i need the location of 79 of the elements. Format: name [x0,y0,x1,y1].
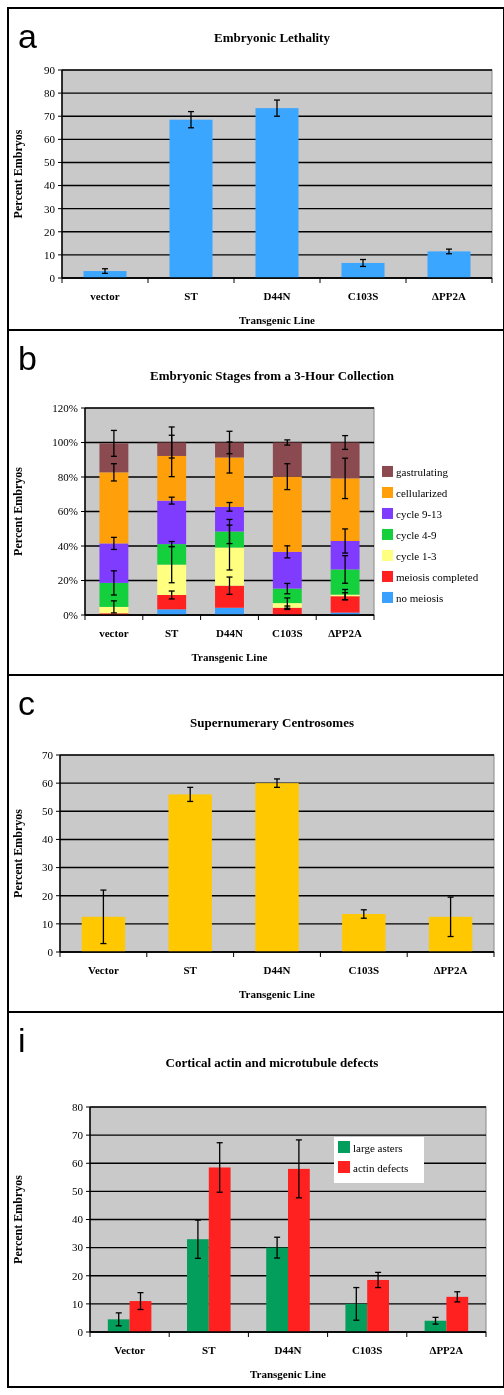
x-tick-label: ΔPP2A [328,627,363,639]
y-tick-label: 0 [47,945,54,958]
y-tick-label: 60% [57,505,78,518]
legend-label: cycle 9-13 [396,507,443,520]
legend-label: meiosis completed [396,570,479,583]
y-axis-title: Percent Embryos [11,1174,25,1264]
y-tick-label: 30 [72,1241,84,1254]
y-tick-label: 80 [72,1100,84,1113]
x-axis-title: Transgenic Line [250,1368,327,1380]
y-tick-label: 40 [44,179,56,192]
y-tick-label: 50 [72,1185,84,1198]
y-tick-label: 80 [44,86,56,99]
x-tick-label: ΔPP2A [433,964,468,976]
legend-label: gastrulating [396,465,449,478]
x-tick-label: C103S [347,290,379,302]
x-tick-label: C103S [348,964,380,976]
y-tick-label: 20% [57,574,78,587]
x-tick-label: Vector [88,964,119,976]
y-tick-label: 80% [57,470,78,483]
x-tick-label: Vector [114,1344,146,1356]
x-axis-title: Transgenic Line [239,314,316,326]
legend-label: large asters [353,1142,403,1154]
x-tick-label: D44N [274,1344,302,1356]
x-tick-label: ST [183,964,198,976]
y-tick-label: 0 [49,271,56,284]
y-tick-label: 40 [72,1213,84,1226]
y-tick-label: 40% [57,539,78,552]
y-tick-label: 50 [42,805,54,818]
y-tick-label: 20 [44,225,56,238]
x-tick-label: vector [90,290,120,302]
legend-label: cycle 1-3 [396,549,438,562]
legend-label: cycle 4-9 [396,528,438,541]
y-tick-label: 10 [44,248,56,261]
y-tick-label: 10 [42,917,54,930]
x-tick-label: ST [164,627,180,639]
y-tick-label: 0 [77,1325,84,1338]
y-tick-label: 70 [44,110,56,123]
y-tick-label: 20 [42,889,54,902]
y-tick-label: 90 [44,63,56,76]
legend-label: no meiosis [396,591,444,604]
y-tick-label: 70 [72,1128,84,1141]
y-tick-label: 10 [72,1297,84,1310]
legend-label: cellularized [396,486,448,499]
text: b [18,339,37,377]
y-axis-title: Percent Embryos [11,808,25,898]
y-axis-title: Percent Embryos [11,466,25,556]
y-tick-label: 20 [72,1269,84,1282]
x-axis-title: Transgenic Line [239,988,316,1000]
y-tick-label: 70 [42,748,54,761]
y-tick-label: 60 [44,133,56,146]
x-tick-label: vector [99,627,129,639]
y-tick-label: 120% [52,401,78,414]
x-tick-label: C103S [272,627,303,639]
text: a [18,17,37,55]
chart-title: Embryonic Stages from a 3-Hour Collection [150,368,395,383]
y-axis-title: Percent Embryos [11,129,25,219]
y-tick-label: 50 [44,156,56,169]
x-tick-label: C103S [351,1344,383,1356]
x-tick-label: ST [184,290,199,302]
x-tick-label: D44N [216,627,243,639]
x-axis-title: Transgenic Line [191,651,268,663]
y-tick-label: 60 [72,1157,84,1170]
chart-title: Embryonic Lethality [214,30,331,45]
x-tick-label: D44N [263,964,291,976]
y-tick-label: 40 [42,833,54,846]
chart-title: Supernumerary Centrosomes [189,715,355,730]
chart-title: Cortical actin and microtubule defects [165,1055,379,1070]
x-tick-label: D44N [263,290,291,302]
text: i [18,1021,26,1059]
legend-label: actin defects [353,1162,409,1174]
y-tick-label: 60 [42,776,54,789]
x-tick-label: ΔPP2A [429,1344,464,1356]
y-tick-label: 30 [42,861,54,874]
y-tick-label: 100% [52,436,78,449]
x-tick-label: ST [202,1344,217,1356]
x-tick-label: ΔPP2A [432,290,466,302]
y-tick-label: 0% [63,608,78,621]
y-tick-label: 30 [44,202,56,215]
text: c [18,684,35,722]
